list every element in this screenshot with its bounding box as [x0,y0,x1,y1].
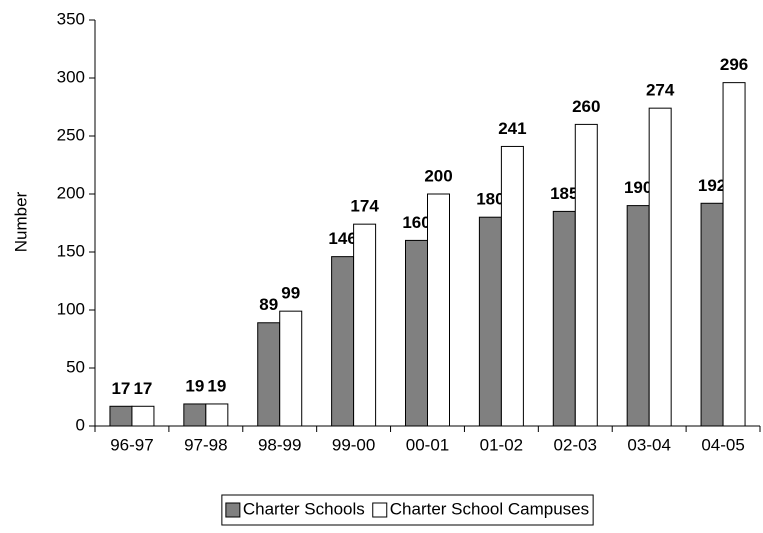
bar [257,322,281,427]
value-label: 190 [624,178,652,197]
value-label: 200 [424,166,452,185]
value-label: 192 [698,176,726,195]
value-label: 180 [476,190,504,209]
legend: Charter Schools Charter School Campuses [221,494,594,526]
value-label: 185 [550,184,578,203]
x-tick-label: 04-05 [701,435,744,454]
x-tick-label: 03-04 [627,435,670,454]
y-tick-label: 250 [57,125,85,144]
x-tick-label: 00-01 [406,435,449,454]
bar [353,223,377,427]
y-tick-label: 50 [66,357,85,376]
x-tick-label: 99-00 [332,435,375,454]
value-label: 19 [185,376,204,395]
y-tick-label: 200 [57,183,85,202]
legend-label: Charter Schools [243,499,365,518]
x-tick-label: 02-03 [554,435,597,454]
value-label: 146 [328,229,356,248]
value-label: 19 [207,376,226,395]
y-tick-label: 350 [57,9,85,28]
x-tick-label: 96-97 [110,435,153,454]
value-label: 160 [402,213,430,232]
bar [131,405,155,427]
value-label: 89 [259,295,278,314]
bar [626,205,650,427]
bar [648,107,672,427]
bar [183,403,207,427]
bar [552,210,576,427]
y-tick-label: 100 [57,299,85,318]
bar [279,310,303,427]
legend-box [221,494,594,526]
value-label: 296 [720,55,748,74]
y-axis-label: Number [11,191,30,252]
legend-label: Charter School Campuses [390,499,589,518]
legend-swatch [372,502,388,518]
bar [700,202,724,427]
bar [331,256,355,427]
bar [500,145,524,427]
value-label: 274 [646,81,675,100]
y-tick-label: 0 [76,415,85,434]
x-tick-label: 98-99 [258,435,301,454]
bar [427,193,450,427]
value-label: 241 [498,119,526,138]
value-label: 174 [350,197,379,216]
value-label: 99 [281,284,300,303]
bar [205,403,229,427]
bar [109,405,133,427]
legend-swatch [225,502,241,518]
x-tick-label: 01-02 [480,435,523,454]
value-label: 260 [572,97,600,116]
bar [405,239,428,427]
bar [574,123,598,427]
y-tick-label: 300 [57,67,85,86]
bar [478,216,502,427]
value-label: 17 [133,379,152,398]
y-tick-label: 150 [57,241,85,260]
value-label: 17 [111,379,130,398]
x-tick-label: 97-98 [184,435,227,454]
bar [722,82,746,427]
